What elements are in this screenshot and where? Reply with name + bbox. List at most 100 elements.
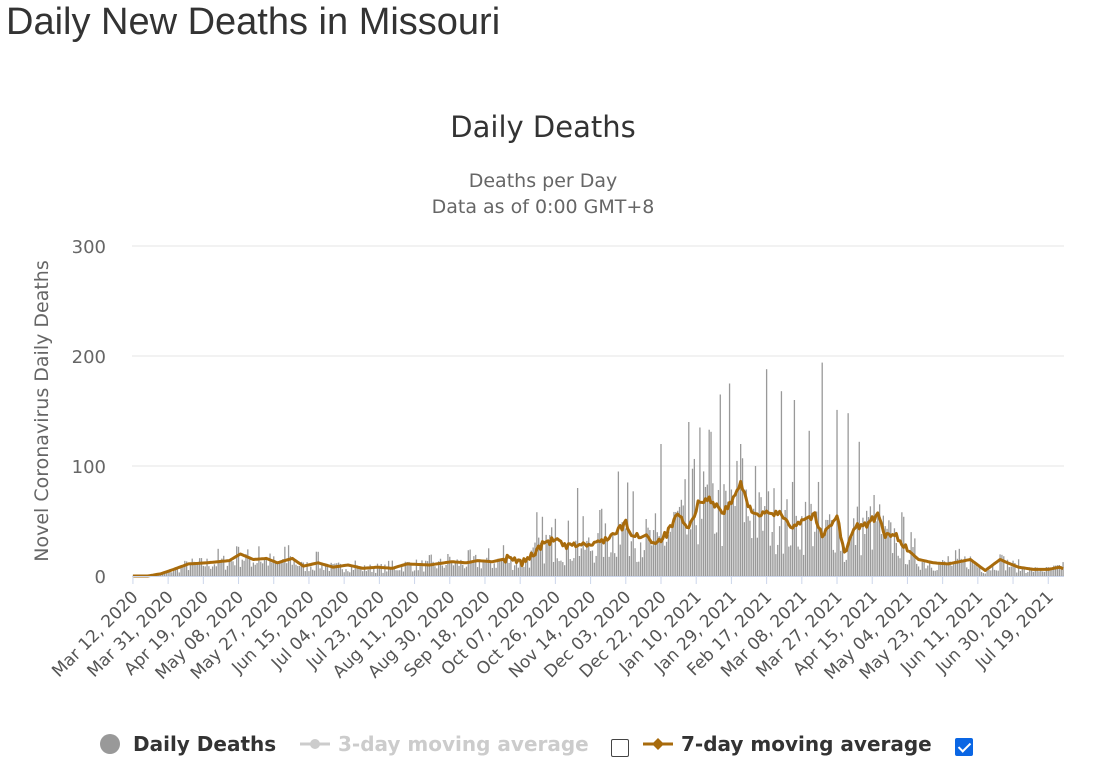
bar bbox=[543, 563, 545, 576]
bar bbox=[1016, 572, 1018, 576]
bar bbox=[745, 489, 747, 576]
bar bbox=[491, 567, 494, 576]
bar bbox=[882, 515, 884, 576]
bar bbox=[360, 566, 362, 576]
bar bbox=[877, 514, 879, 576]
bar bbox=[312, 569, 314, 576]
bar bbox=[1058, 565, 1061, 576]
bar bbox=[656, 532, 658, 576]
bar bbox=[769, 545, 771, 576]
bar bbox=[691, 468, 694, 576]
bar bbox=[851, 532, 853, 576]
bar bbox=[760, 497, 762, 576]
bar bbox=[267, 565, 269, 576]
legend-item-daily-deaths[interactable]: Daily Deaths bbox=[100, 728, 276, 760]
bar bbox=[884, 526, 886, 576]
bar bbox=[786, 499, 788, 576]
bar bbox=[801, 516, 803, 576]
legend-item-3-day-average[interactable]: 3-day moving average bbox=[300, 728, 589, 760]
bar bbox=[291, 564, 293, 576]
bar bbox=[891, 553, 894, 576]
bar bbox=[224, 569, 227, 576]
bar bbox=[515, 561, 518, 576]
bar bbox=[1006, 559, 1009, 576]
bar bbox=[313, 570, 316, 576]
bar bbox=[187, 570, 190, 576]
bar bbox=[702, 471, 705, 576]
bar bbox=[873, 494, 875, 576]
bar bbox=[552, 561, 555, 576]
bar bbox=[558, 561, 560, 576]
bar bbox=[193, 561, 195, 576]
bar bbox=[678, 506, 681, 576]
bar bbox=[332, 563, 334, 576]
bar bbox=[625, 528, 627, 576]
bar bbox=[265, 557, 267, 576]
bar bbox=[245, 554, 247, 576]
bar bbox=[321, 562, 323, 576]
bar bbox=[475, 554, 477, 576]
bar bbox=[402, 571, 405, 576]
bar bbox=[708, 429, 710, 576]
bar bbox=[441, 565, 444, 576]
bar bbox=[845, 559, 847, 576]
bar bbox=[717, 489, 720, 576]
bar bbox=[269, 553, 271, 576]
bar bbox=[593, 562, 595, 576]
bar bbox=[375, 572, 377, 576]
bar bbox=[589, 551, 592, 576]
bar bbox=[721, 546, 723, 576]
bar bbox=[756, 537, 758, 576]
bar bbox=[673, 511, 675, 576]
bar bbox=[228, 560, 230, 576]
bar bbox=[206, 558, 208, 576]
bar bbox=[582, 516, 584, 576]
bar bbox=[641, 557, 644, 576]
bar bbox=[608, 556, 610, 576]
bar bbox=[1034, 567, 1036, 576]
bar bbox=[202, 565, 204, 576]
bar bbox=[513, 565, 516, 576]
bar bbox=[352, 569, 355, 576]
bar bbox=[843, 561, 846, 576]
bar bbox=[765, 369, 768, 576]
daily-deaths-bars bbox=[148, 362, 1064, 576]
bar bbox=[1043, 571, 1046, 576]
bar bbox=[904, 564, 907, 576]
legend-item-7-day-average[interactable]: 7-day moving average bbox=[643, 728, 932, 760]
bar bbox=[1030, 567, 1033, 576]
bar bbox=[828, 514, 831, 576]
bar bbox=[341, 569, 343, 576]
bar bbox=[741, 458, 744, 576]
bar bbox=[715, 532, 718, 576]
bar bbox=[480, 568, 482, 576]
bar bbox=[512, 569, 514, 576]
bar bbox=[847, 413, 849, 576]
bar bbox=[261, 563, 264, 576]
bar bbox=[521, 566, 523, 576]
bar bbox=[182, 567, 184, 576]
bar bbox=[523, 566, 525, 576]
bar bbox=[323, 570, 325, 576]
bar bbox=[432, 561, 434, 576]
checkbox-7-day-average[interactable] bbox=[955, 738, 973, 756]
bar bbox=[438, 561, 440, 576]
bar bbox=[854, 545, 857, 576]
bar bbox=[365, 571, 368, 576]
bar bbox=[254, 564, 256, 576]
bar bbox=[784, 509, 786, 576]
bar bbox=[299, 566, 301, 576]
bar bbox=[308, 571, 310, 576]
bar bbox=[595, 555, 597, 576]
bar bbox=[501, 559, 503, 576]
bar bbox=[664, 545, 666, 576]
checkbox-3-day-average[interactable] bbox=[611, 739, 629, 757]
bar bbox=[324, 566, 327, 576]
bar bbox=[638, 561, 640, 576]
bar bbox=[510, 555, 512, 576]
bar bbox=[919, 569, 922, 576]
bar bbox=[723, 484, 725, 576]
bar bbox=[302, 562, 305, 576]
bar bbox=[345, 569, 347, 576]
